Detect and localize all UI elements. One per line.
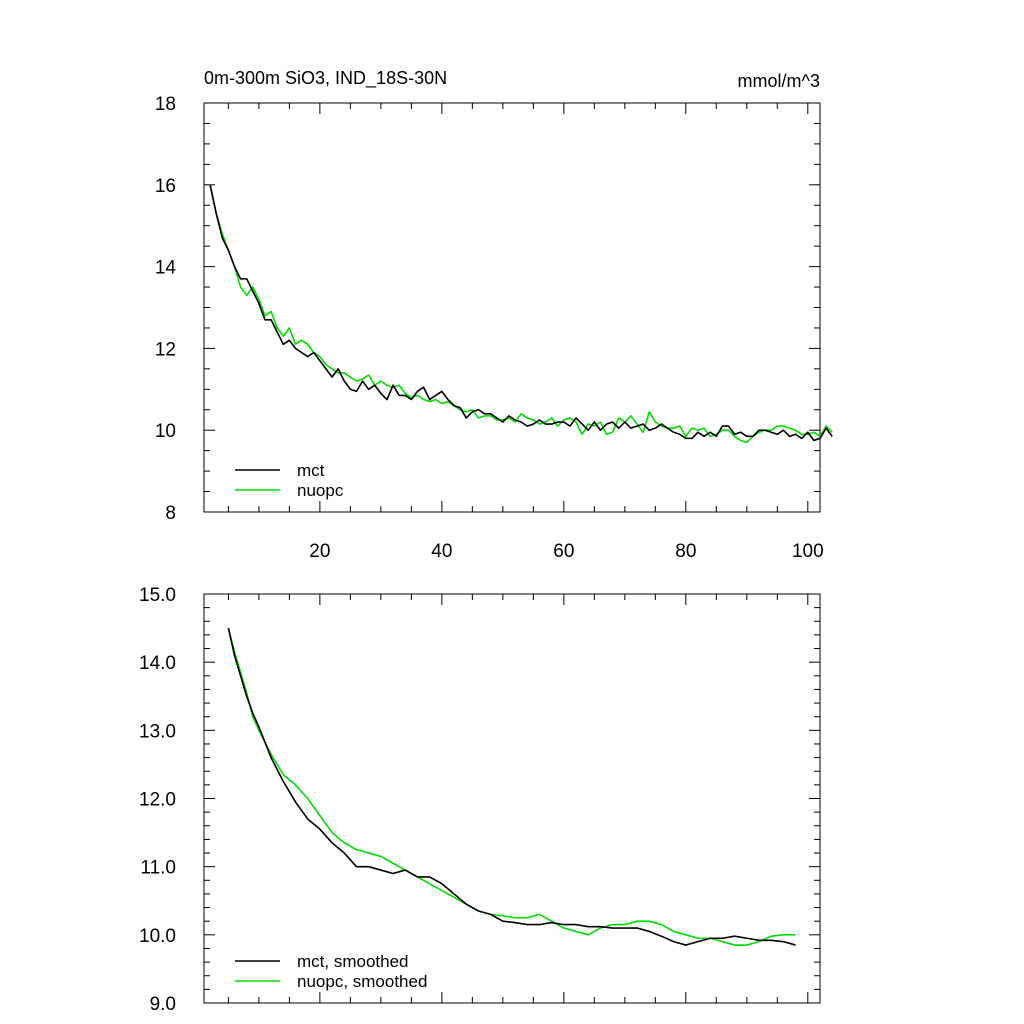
y-tick-label: 14	[155, 258, 177, 279]
x-tick-label: 60	[553, 541, 574, 562]
y-tick-label: 12.0	[139, 790, 176, 811]
y-tick-label: 15.0	[139, 585, 176, 606]
x-tick-label: 40	[431, 541, 452, 562]
y-tick-label: 9.0	[150, 994, 176, 1015]
y-tick-label: 18	[155, 94, 176, 115]
series-line-mct	[209, 184, 833, 442]
series-line-nuopc-smoothed	[227, 627, 796, 946]
y-tick-label: 14.0	[139, 653, 176, 674]
top-chart-title: 0m-300m SiO3, IND_18S-30N	[204, 68, 447, 89]
y-tick-label: 16	[155, 176, 176, 197]
y-tick-label: 10.0	[139, 926, 176, 947]
legend-label: mct	[297, 461, 325, 480]
series-line-nuopc	[209, 184, 833, 444]
legend-label: nuopc, smoothed	[297, 972, 427, 991]
y-tick-label: 8	[165, 503, 176, 524]
y-tick-label: 10	[155, 421, 176, 442]
bottom-panel: 9.0 10.0 11.0 12.0 13.0 14.0 15.0 mct, smoothed…	[139, 585, 821, 1015]
y-tick-label: 12	[155, 339, 176, 360]
y-tick-label: 11.0	[140, 858, 176, 879]
x-tick-label: 80	[675, 541, 696, 562]
top-chart-units: mmol/m^3	[738, 71, 820, 91]
top-panel: 0m-300m SiO3, IND_18S-30N mmol/m^3 20 40 6…	[155, 68, 833, 562]
series-line-mct-smoothed	[227, 627, 796, 946]
plot-frame	[203, 593, 821, 1004]
legend-label: nuopc	[297, 481, 344, 500]
plot-frame	[203, 102, 821, 513]
x-tick-label: 20	[309, 541, 330, 562]
y-tick-label: 13.0	[139, 721, 176, 742]
legend-label: mct, smoothed	[297, 952, 409, 971]
x-tick-label: 100	[792, 541, 824, 562]
